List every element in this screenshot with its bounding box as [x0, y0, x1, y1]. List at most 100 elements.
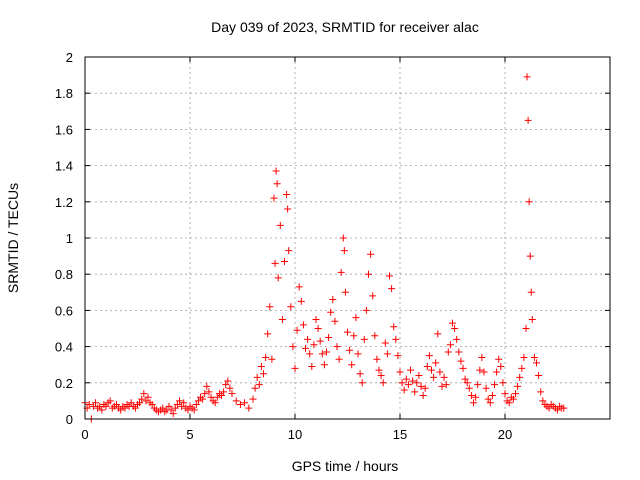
y-tick-label: 0 — [66, 412, 73, 427]
data-point — [236, 401, 244, 409]
data-point — [331, 317, 339, 325]
data-point — [459, 364, 467, 372]
data-point — [407, 366, 414, 374]
data-point — [457, 357, 465, 365]
data-point — [329, 296, 337, 304]
data-point — [375, 366, 383, 374]
data-point — [512, 390, 519, 398]
data-point — [528, 315, 536, 323]
data-point — [318, 350, 326, 358]
data-point — [232, 397, 240, 405]
data-point — [165, 402, 173, 410]
data-point — [369, 292, 377, 300]
data-point — [255, 381, 263, 389]
data-point — [358, 379, 366, 387]
data-point — [274, 274, 282, 282]
data-point — [467, 391, 475, 399]
data-point — [169, 410, 177, 418]
data-point — [465, 384, 473, 392]
data-point — [184, 406, 192, 414]
data-point — [251, 384, 259, 392]
data-point — [417, 382, 425, 390]
data-point — [272, 167, 280, 175]
data-point — [516, 373, 524, 381]
x-tick-label: 20 — [498, 427, 512, 442]
data-point — [285, 247, 293, 255]
x-axis-label: GPS time / hours — [292, 458, 399, 474]
data-point — [220, 388, 228, 396]
data-point — [253, 373, 261, 381]
data-point — [173, 401, 181, 409]
data-point — [224, 377, 232, 385]
data-point — [117, 406, 125, 414]
data-point — [480, 368, 488, 376]
data-point — [381, 339, 389, 347]
data-point — [461, 375, 469, 383]
data-point — [310, 341, 318, 349]
data-point — [472, 393, 480, 401]
data-point — [488, 391, 496, 399]
data-point — [176, 397, 183, 405]
data-point — [180, 399, 188, 407]
data-point — [245, 404, 253, 412]
data-point — [415, 372, 423, 380]
data-point — [425, 352, 433, 360]
data-point — [476, 366, 484, 374]
data-point — [226, 384, 234, 392]
data-point — [404, 381, 412, 389]
y-tick-label: 0.2 — [55, 376, 73, 391]
data-point — [320, 361, 328, 369]
data-point — [520, 353, 528, 361]
data-point — [436, 368, 444, 376]
data-point — [482, 384, 490, 392]
data-point — [268, 355, 276, 363]
data-point — [159, 404, 167, 412]
data-point — [260, 370, 267, 378]
data-point — [297, 297, 305, 305]
data-point — [356, 370, 364, 378]
data-point — [113, 401, 120, 409]
data-point — [323, 348, 330, 356]
data-point — [423, 363, 431, 371]
data-point — [276, 221, 284, 229]
data-point — [478, 353, 486, 361]
data-point — [523, 73, 531, 81]
data-point — [171, 404, 179, 412]
data-point — [302, 344, 309, 352]
data-point — [501, 390, 509, 398]
data-point — [257, 363, 265, 371]
data-point — [106, 397, 114, 405]
data-point — [295, 283, 303, 291]
data-point — [514, 382, 522, 390]
data-point — [493, 368, 501, 376]
y-tick-label: 1.8 — [55, 86, 73, 101]
data-point — [178, 402, 186, 410]
data-point — [241, 399, 249, 407]
data-point — [409, 377, 417, 385]
data-point — [444, 348, 452, 356]
data-point — [518, 364, 526, 372]
data-point — [402, 375, 410, 383]
data-point — [102, 402, 110, 410]
data-point — [537, 388, 545, 396]
data-point — [400, 386, 408, 394]
data-point — [486, 399, 494, 407]
y-axis-label: SRMTID / TECUs — [5, 183, 21, 293]
x-tick-label: 5 — [186, 427, 193, 442]
data-point — [413, 379, 421, 387]
data-point — [505, 399, 513, 407]
y-tick-label: 1.2 — [55, 195, 73, 210]
data-point — [270, 194, 278, 202]
data-point — [453, 335, 461, 343]
y-tick-label: 2 — [66, 50, 73, 65]
data-point — [327, 308, 335, 316]
data-point — [284, 205, 292, 213]
data-point — [291, 364, 299, 372]
data-point — [299, 321, 307, 329]
data-point — [199, 395, 207, 403]
data-point — [203, 382, 211, 390]
data-point — [96, 402, 104, 410]
data-point — [383, 350, 391, 358]
data-point — [218, 391, 225, 399]
data-point — [398, 379, 406, 387]
